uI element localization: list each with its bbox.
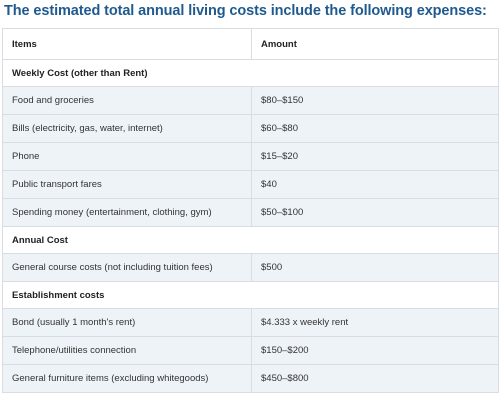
table-row: Telephone/utilities connection $150–$200 xyxy=(2,336,499,365)
amount-cell: $500 xyxy=(251,253,499,282)
table-row: General course costs (not including tuit… xyxy=(2,253,499,282)
table-row: Phone $15–$20 xyxy=(2,142,499,171)
amount-cell: $150–$200 xyxy=(251,336,499,365)
amount-cell: $80–$150 xyxy=(251,86,499,115)
table-header-row: Items Amount xyxy=(2,28,499,60)
amount-cell: $4.333 x weekly rent xyxy=(251,308,499,337)
table-row: Bills (electricity, gas, water, internet… xyxy=(2,114,499,143)
item-cell: Phone xyxy=(2,142,252,171)
item-cell: Food and groceries xyxy=(2,86,252,115)
item-cell: General furniture items (excluding white… xyxy=(2,364,252,393)
amount-cell: $60–$80 xyxy=(251,114,499,143)
table-row: Public transport fares $40 xyxy=(2,170,499,199)
amount-cell: $15–$20 xyxy=(251,142,499,171)
item-cell: Telephone/utilities connection xyxy=(2,336,252,365)
section-title: Annual Cost xyxy=(2,226,499,254)
table-row: General furniture items (excluding white… xyxy=(2,364,499,393)
amount-cell: $40 xyxy=(251,170,499,199)
section-title: Weekly Cost (other than Rent) xyxy=(2,59,499,87)
item-cell: Bond (usually 1 month's rent) xyxy=(2,308,252,337)
item-cell: Public transport fares xyxy=(2,170,252,199)
item-cell: Bills (electricity, gas, water, internet… xyxy=(2,114,252,143)
living-costs-table: Items Amount Weekly Cost (other than Ren… xyxy=(2,28,499,393)
table-row: Spending money (entertainment, clothing,… xyxy=(2,198,499,227)
section-row-establishment: Establishment costs xyxy=(2,281,499,309)
column-header-amount: Amount xyxy=(251,28,499,60)
amount-cell: $50–$100 xyxy=(251,198,499,227)
item-cell: General course costs (not including tuit… xyxy=(2,253,252,282)
section-row-annual: Annual Cost xyxy=(2,226,499,254)
item-cell: Spending money (entertainment, clothing,… xyxy=(2,198,252,227)
amount-cell: $450–$800 xyxy=(251,364,499,393)
section-title: Establishment costs xyxy=(2,281,499,309)
column-header-items: Items xyxy=(2,28,252,60)
table-row: Food and groceries $80–$150 xyxy=(2,86,499,115)
table-row: Bond (usually 1 month's rent) $4.333 x w… xyxy=(2,308,499,337)
section-row-weekly: Weekly Cost (other than Rent) xyxy=(2,59,499,87)
page-heading: The estimated total annual living costs … xyxy=(4,3,487,19)
